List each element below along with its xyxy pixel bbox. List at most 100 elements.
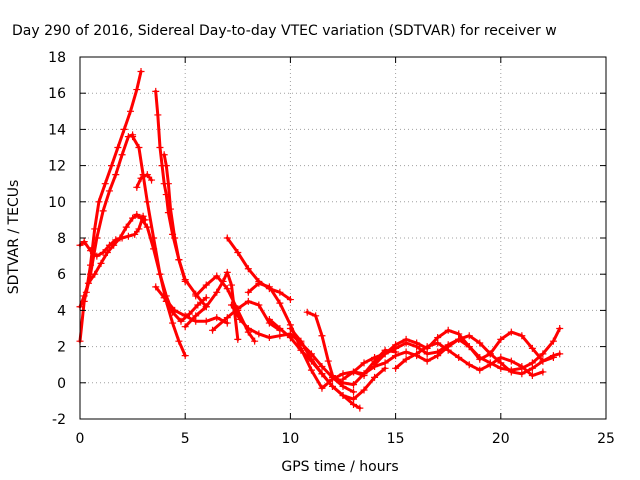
data-point xyxy=(476,339,484,347)
data-point xyxy=(318,384,326,392)
series-line xyxy=(225,236,292,301)
data-point xyxy=(192,312,200,320)
data-point xyxy=(236,315,244,323)
data-point xyxy=(171,234,179,242)
data-point xyxy=(91,270,99,278)
series-line xyxy=(135,173,153,189)
data-point xyxy=(175,337,183,345)
series-arc-22 xyxy=(371,326,557,369)
series-line xyxy=(288,327,362,410)
data-point xyxy=(276,325,284,332)
y-tick-label: 0 xyxy=(57,376,66,392)
data-point xyxy=(486,361,494,369)
data-point xyxy=(82,288,90,296)
data-point xyxy=(118,234,126,242)
data-point xyxy=(87,261,95,269)
data-point xyxy=(371,361,379,369)
data-point xyxy=(108,162,116,170)
data-point xyxy=(476,366,484,374)
data-point xyxy=(360,359,368,367)
data-point xyxy=(192,292,200,300)
y-tick-label: 2 xyxy=(57,340,66,356)
data-point xyxy=(476,355,484,363)
data-point xyxy=(133,210,141,218)
x-tick-label: 10 xyxy=(281,431,299,447)
data-point xyxy=(350,401,358,409)
data-point xyxy=(143,223,151,231)
y-tick-label: 8 xyxy=(57,231,66,247)
data-point xyxy=(392,364,400,372)
data-point xyxy=(80,292,88,300)
data-point xyxy=(318,370,326,378)
data-point xyxy=(444,326,452,334)
data-point xyxy=(312,312,320,320)
data-point xyxy=(318,332,326,340)
data-point xyxy=(223,234,231,242)
data-point xyxy=(143,171,151,179)
data-point xyxy=(166,205,174,213)
data-point xyxy=(202,281,210,289)
data-point xyxy=(129,214,137,222)
data-point xyxy=(126,107,134,115)
series-line xyxy=(183,270,240,341)
data-point xyxy=(124,232,132,240)
data-point xyxy=(350,381,358,389)
data-point xyxy=(276,332,284,340)
y-tick-label: 14 xyxy=(48,122,66,138)
axis-ticks: 0 5 10 15 20 25 -2 0 2 4 6 8 10 12 14 16 18 xyxy=(48,50,615,447)
data-point xyxy=(402,348,410,356)
data-point xyxy=(455,353,463,361)
series-arc-2 xyxy=(129,133,189,360)
data-point xyxy=(265,283,273,291)
data-point xyxy=(286,334,294,342)
data-point xyxy=(434,339,442,347)
plot-area xyxy=(76,67,564,412)
data-point xyxy=(286,325,294,332)
data-point xyxy=(234,248,242,256)
series-arc-7 xyxy=(133,171,156,191)
data-point xyxy=(381,359,389,367)
data-point xyxy=(135,144,143,151)
series-arc-9 xyxy=(160,151,189,285)
data-point xyxy=(169,319,177,327)
data-point xyxy=(528,344,536,352)
data-point xyxy=(160,294,168,302)
data-point xyxy=(139,212,147,220)
data-point xyxy=(392,341,400,349)
data-point xyxy=(507,357,515,365)
data-point xyxy=(137,174,145,182)
data-point xyxy=(120,125,128,133)
y-tick-label: 18 xyxy=(48,50,66,66)
series-line xyxy=(162,153,187,283)
data-point xyxy=(297,346,305,354)
data-point xyxy=(150,245,158,253)
data-point xyxy=(244,288,252,296)
series-arc-14 xyxy=(223,234,294,304)
data-point xyxy=(518,370,526,378)
data-point xyxy=(133,86,141,94)
data-point xyxy=(497,353,505,361)
data-point xyxy=(181,352,189,360)
data-point xyxy=(486,350,494,358)
data-point xyxy=(209,326,217,334)
data-point xyxy=(324,357,332,365)
data-point xyxy=(156,270,164,278)
data-point xyxy=(234,335,242,343)
data-point xyxy=(93,252,101,260)
data-point xyxy=(156,144,164,151)
data-point xyxy=(360,386,368,394)
data-point xyxy=(444,346,452,354)
data-point xyxy=(539,350,547,358)
data-point xyxy=(112,171,120,179)
data-point xyxy=(497,335,505,343)
series-arc-11 xyxy=(181,268,242,343)
series-arc-15 xyxy=(227,301,358,396)
data-point xyxy=(360,370,368,378)
series-arc-6 xyxy=(82,67,145,296)
data-point xyxy=(539,357,547,365)
data-point xyxy=(213,314,221,322)
data-point xyxy=(227,281,235,289)
chart-title: Day 290 of 2016, Sidereal Day-to-day VTE… xyxy=(12,23,557,39)
y-tick-label: 10 xyxy=(48,195,66,211)
data-point xyxy=(307,366,315,374)
